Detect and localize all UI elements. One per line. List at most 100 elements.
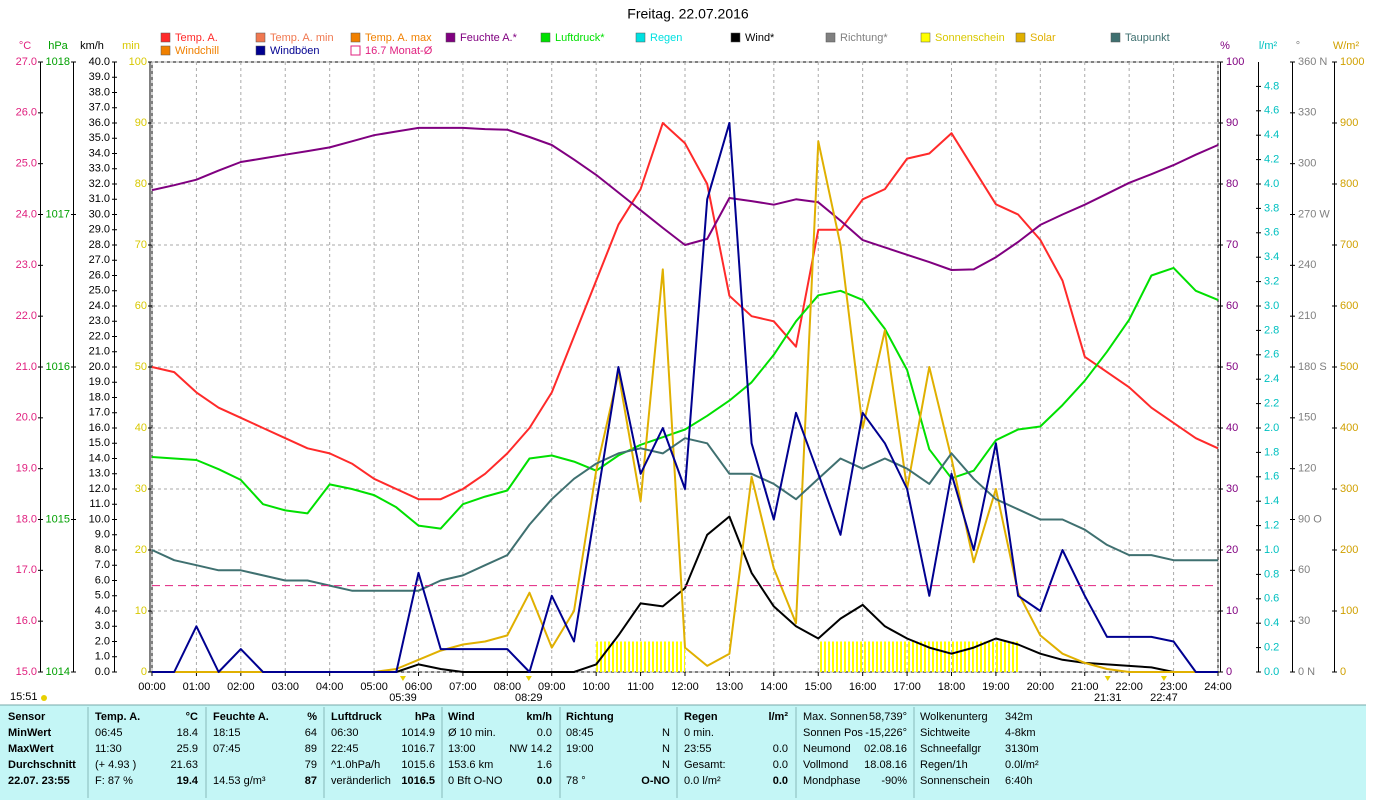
table-cell: O-NO <box>641 775 670 787</box>
legend-label: Temp. A. max <box>365 32 432 44</box>
y-tick-label: 0 <box>1340 666 1346 678</box>
table-cell: km/h <box>526 711 552 723</box>
y-tick-label: 210 <box>1298 310 1316 322</box>
sunshine-bar <box>995 641 1019 672</box>
event-marker <box>1160 676 1167 681</box>
series-line <box>151 126 1219 271</box>
table-cell: 1016.7 <box>401 743 435 755</box>
event-label: 08:29 <box>515 692 543 704</box>
y-tick-label: 70 <box>1226 239 1238 251</box>
x-tick-label: 18:00 <box>938 681 966 693</box>
x-tick-label: 01:00 <box>183 681 211 693</box>
series-line <box>151 122 1219 501</box>
y-tick-label: 80 <box>1226 178 1238 190</box>
y-tick-label: 30.0 <box>89 208 110 220</box>
axis-unit: ° <box>1296 40 1300 52</box>
y-tick-label: 240 <box>1298 259 1316 271</box>
x-tick-label: 24:00 <box>1204 681 1232 693</box>
y-tick-label: 0.4 <box>1264 617 1279 629</box>
y-tick-label: 180 S <box>1298 361 1327 373</box>
table-cell: Richtung <box>566 711 614 723</box>
series-line <box>152 122 1218 673</box>
sunshine-bar <box>862 641 885 672</box>
table-cell: 64 <box>305 727 317 739</box>
table-cell: Sensor <box>8 711 46 723</box>
table-cell: Sonnen Pos <box>803 727 863 739</box>
table-cell: 25.9 <box>177 743 198 755</box>
sunshine-bar <box>907 641 930 672</box>
sunshine-bar <box>840 641 863 672</box>
y-tick-label: 70 <box>135 239 147 251</box>
y-tick-label: 11.0 <box>89 498 110 510</box>
y-tick-label: 2.8 <box>1264 324 1279 336</box>
y-tick-label: 40.0 <box>89 56 110 68</box>
y-tick-label: 3.2 <box>1264 276 1279 288</box>
table-cell: 14.53 g/m³ <box>213 775 266 787</box>
series-line <box>151 266 1219 530</box>
y-tick-label: 60 <box>1298 564 1310 576</box>
y-tick-label: 15.0 <box>16 666 37 678</box>
y-tick-label: 700 <box>1340 239 1358 251</box>
y-tick-label: 14.0 <box>89 452 110 464</box>
legend-label: Feuchte A.* <box>460 32 518 44</box>
y-tick-label: 19.0 <box>89 376 110 388</box>
table-cell: 1.6 <box>537 759 552 771</box>
y-tick-label: 1.6 <box>1264 471 1279 483</box>
table-cell: Wolkenunterg <box>920 711 988 723</box>
legend-label: Taupunkt <box>1125 32 1170 44</box>
y-tick-label: 36.0 <box>89 117 110 129</box>
sunshine-bar <box>662 641 685 672</box>
y-tick-label: 23.0 <box>89 315 110 327</box>
y-tick-label: 90 <box>1226 117 1238 129</box>
legend-label: Richtung* <box>840 32 888 44</box>
legend-label: Luftdruck* <box>555 32 605 44</box>
y-tick-label: 1.0 <box>95 651 110 663</box>
table-cell: 0.0 <box>537 775 552 787</box>
sun-icon <box>41 695 47 701</box>
table-cell: MinWert <box>8 727 52 739</box>
table-cell: Schneefallgr <box>920 743 981 755</box>
y-tick-label: 22.0 <box>16 310 37 322</box>
table-cell: Regen/1h <box>920 759 968 771</box>
table-cell: 18.4 <box>177 727 198 739</box>
legend-swatch <box>540 32 551 43</box>
y-tick-label: 4.0 <box>95 605 110 617</box>
y-tick-label: 9.0 <box>95 529 110 541</box>
y-tick-label: 15.0 <box>89 437 110 449</box>
y-tick-label: 800 <box>1340 178 1358 190</box>
y-tick-label: 40 <box>1226 422 1238 434</box>
table-cell: 0.0 <box>537 727 552 739</box>
y-tick-label: 2.0 <box>95 635 110 647</box>
legend-label: Temp. A. min <box>270 32 334 44</box>
table-cell: NW 14.2 <box>509 743 552 755</box>
table-cell: Max. Sonnen <box>803 711 868 723</box>
sunshine-bar <box>951 641 974 672</box>
y-tick-label: 26.0 <box>16 107 37 119</box>
y-tick-label: 30 <box>135 483 147 495</box>
y-tick-label: 80 <box>135 178 147 190</box>
y-tick-label: 25.0 <box>89 285 110 297</box>
y-tick-label: 0.2 <box>1264 642 1279 654</box>
table-cell: 87 <box>305 775 317 787</box>
y-tick-label: 4.8 <box>1264 80 1279 92</box>
y-tick-label: 23.0 <box>16 259 37 271</box>
table-cell: 21.63 <box>170 759 198 771</box>
x-tick-label: 23:00 <box>1160 681 1188 693</box>
y-tick-label: 28.0 <box>89 239 110 251</box>
x-tick-label: 10:00 <box>582 681 610 693</box>
y-tick-label: 270 W <box>1298 208 1330 220</box>
table-cell: 0.0 <box>773 759 788 771</box>
table-cell: N <box>662 727 670 739</box>
x-tick-label: 20:00 <box>1027 681 1055 693</box>
y-tick-label: 30 <box>1226 483 1238 495</box>
y-tick-label: 0.0 <box>95 666 110 678</box>
y-tick-label: 5.0 <box>95 590 110 602</box>
y-tick-label: 200 <box>1340 544 1358 556</box>
y-tick-label: 13.0 <box>89 468 110 480</box>
table-cell: -15,226° <box>865 727 907 739</box>
table-cell: Gesamt: <box>684 759 726 771</box>
table-cell: 3130m <box>1005 743 1039 755</box>
clock: 15:51 <box>10 691 38 703</box>
table-cell: 1016.5 <box>401 775 435 787</box>
legend-label: Windchill <box>175 45 219 57</box>
